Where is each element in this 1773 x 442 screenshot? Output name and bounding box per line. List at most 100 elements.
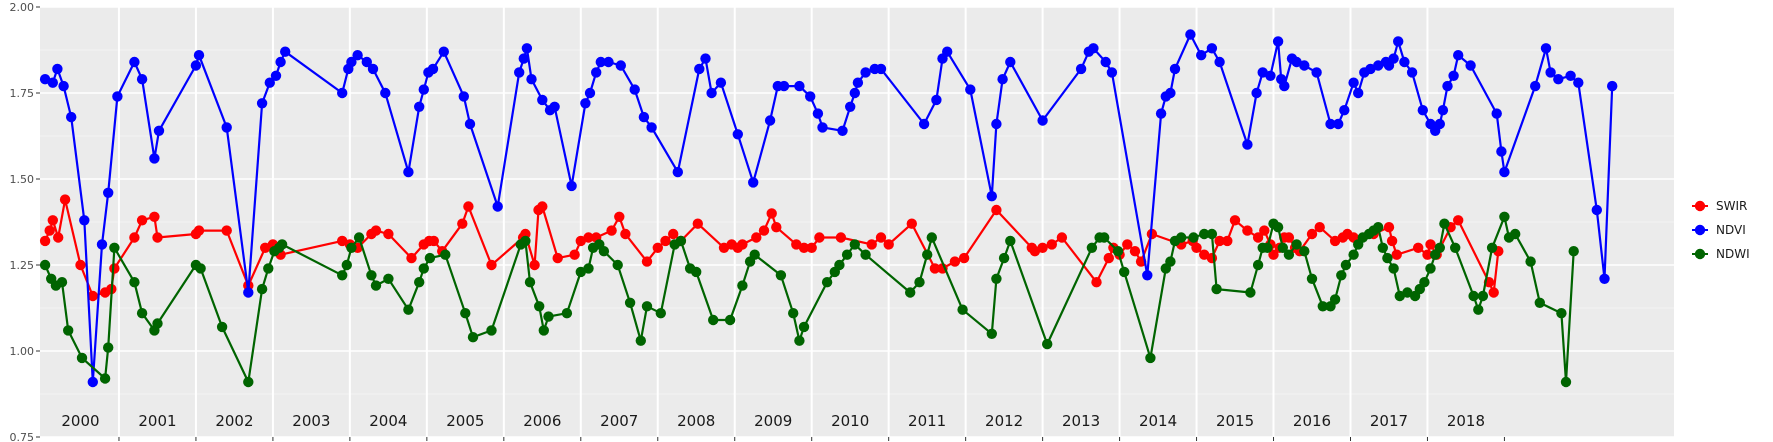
- y-axis: 0.75 1.00 1.25 1.50 1.75 2.00: [10, 1, 40, 442]
- swir-point: [59, 194, 71, 205]
- ndvi-point: [1453, 50, 1464, 61]
- ndwi-point: [129, 277, 140, 288]
- ndvi-point: [458, 91, 469, 102]
- ndvi-point: [492, 201, 503, 212]
- ndwi-point: [1450, 242, 1461, 253]
- ndvi-point: [1545, 67, 1556, 78]
- ndwi-point: [346, 242, 357, 253]
- swir-point: [457, 218, 468, 229]
- y-tick-label: 0.75: [10, 431, 35, 442]
- ndvi-point: [1434, 118, 1446, 130]
- ndwi-point: [986, 328, 997, 339]
- swir-point: [552, 252, 563, 264]
- ndwi-point: [1262, 242, 1273, 253]
- ndvi-point: [700, 53, 711, 64]
- ndvi-point: [1088, 43, 1099, 54]
- ndvi-point: [629, 84, 640, 95]
- swir-point: [1488, 287, 1499, 298]
- ndvi-point: [1142, 270, 1153, 281]
- ndvi-point: [264, 77, 275, 88]
- swir-point: [929, 263, 941, 274]
- ndvi-point: [270, 70, 282, 82]
- ndwi-point: [366, 270, 377, 281]
- ndvi-point: [66, 111, 77, 123]
- ndvi-point: [58, 80, 69, 92]
- legend: SWIR NDVI NDWI: [1692, 199, 1750, 261]
- year-label: 2000: [61, 412, 99, 430]
- ndwi-point: [195, 263, 206, 274]
- ndvi-point: [603, 56, 614, 68]
- ndwi-point: [62, 325, 74, 336]
- year-label: 2015: [1216, 412, 1254, 430]
- ndwi-point: [538, 325, 549, 336]
- ndwi-point: [561, 308, 573, 319]
- swir-point: [668, 228, 679, 240]
- swir-point: [883, 239, 894, 250]
- ndwi-point: [256, 283, 268, 295]
- ndvi-point: [845, 101, 856, 113]
- year-label: 2016: [1293, 412, 1331, 430]
- ndwi-point: [56, 277, 68, 288]
- ndvi-point: [1591, 204, 1603, 216]
- ndvi-point: [1442, 80, 1453, 92]
- swir-point: [1252, 232, 1264, 243]
- year-label: 2011: [908, 412, 946, 430]
- swir-point: [641, 256, 653, 267]
- swir-point: [428, 235, 439, 247]
- ndvi-point: [991, 118, 1002, 130]
- ndvi-point: [715, 77, 727, 88]
- swir-point: [583, 232, 594, 243]
- ndwi-point: [1382, 252, 1393, 264]
- swir-point: [129, 232, 140, 243]
- swir-point: [1222, 235, 1233, 247]
- ndwi-point: [675, 235, 687, 247]
- ndvi-point: [549, 101, 560, 113]
- swir-point: [660, 235, 671, 247]
- ndvi-point: [87, 376, 99, 388]
- swir-point: [221, 225, 232, 236]
- year-label: 2010: [831, 412, 869, 430]
- swir-point: [1091, 277, 1102, 288]
- ndwi-point: [991, 273, 1002, 284]
- swir-point: [486, 259, 497, 271]
- ndvi-point: [580, 98, 591, 109]
- swir-point: [1103, 252, 1115, 264]
- ndwi-point: [1211, 283, 1222, 295]
- ndvi-point: [526, 74, 537, 85]
- swir-point: [906, 218, 917, 229]
- swir-point: [758, 225, 770, 236]
- ndvi-point: [732, 129, 743, 140]
- ndvi-point: [1437, 105, 1449, 116]
- swir-point: [771, 222, 782, 233]
- ndvi-point: [1299, 60, 1310, 71]
- ndvi-point: [103, 187, 114, 198]
- year-label: 2013: [1062, 412, 1100, 430]
- ndwi-legend-label: NDWI: [1716, 247, 1750, 261]
- ndvi-point: [1553, 74, 1564, 85]
- swir-point: [1259, 225, 1270, 236]
- ndwi-point: [76, 352, 88, 364]
- swir-point: [1122, 239, 1133, 250]
- year-label: 2008: [677, 412, 715, 430]
- ndwi-point: [1042, 338, 1053, 350]
- ndvi-point: [1005, 56, 1016, 68]
- ndvi-point: [591, 67, 602, 78]
- ndwi-point: [641, 301, 653, 312]
- y-tick-label: 1.75: [10, 87, 35, 100]
- ndvi-point: [986, 191, 997, 202]
- swir-point: [1191, 242, 1202, 253]
- ndwi-point: [1510, 228, 1521, 240]
- ndwi-point: [1499, 211, 1510, 222]
- ndvi-point: [136, 74, 148, 85]
- ndvi-point: [1333, 118, 1344, 130]
- ndvi-point: [275, 56, 286, 68]
- ndwi-point: [624, 297, 636, 308]
- swir-point: [814, 232, 825, 243]
- ndwi-point: [1329, 294, 1341, 305]
- swir-point: [1242, 225, 1253, 236]
- ndwi-point: [1188, 232, 1199, 243]
- ndwi-point: [1165, 256, 1176, 267]
- ndvi-point: [1448, 70, 1459, 82]
- ndvi-point: [352, 50, 363, 61]
- ndvi-point: [1496, 146, 1507, 157]
